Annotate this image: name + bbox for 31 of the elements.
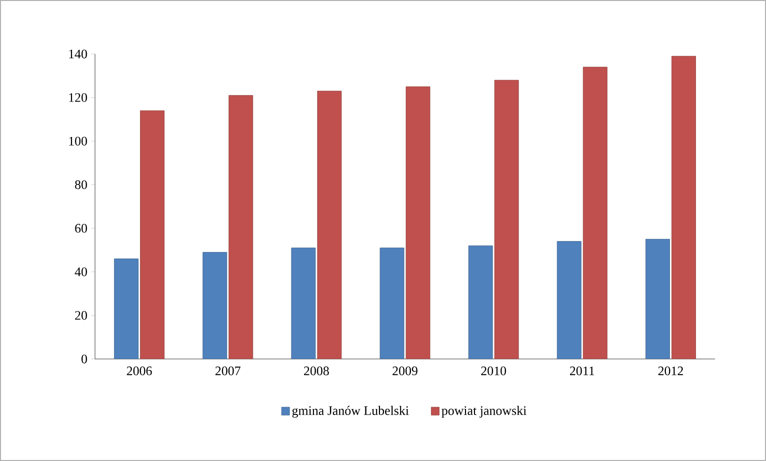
y-tick-label: 0: [82, 354, 87, 364]
bar: [494, 80, 519, 359]
y-tick-label: 40: [74, 267, 87, 276]
y-tick-label: 100: [69, 136, 87, 146]
bar: [406, 86, 430, 359]
bar: [228, 95, 254, 359]
x-tick-label: 2010: [481, 366, 506, 376]
bar: [672, 56, 696, 359]
legend-label: gmina Janów Lubelski: [292, 406, 409, 418]
y-tick-label: 60: [75, 224, 87, 233]
bar: [646, 238, 670, 359]
legend-label: powiat janowski: [442, 406, 526, 418]
y-tick-label: 20: [75, 311, 87, 320]
y-tick-label: 140: [69, 50, 87, 58]
x-tick-label: 2008: [304, 366, 329, 376]
bar: [468, 246, 493, 359]
x-tick-label: 2009: [392, 366, 418, 376]
x-tick-label: 2011: [570, 366, 594, 376]
x-tick-label: 2012: [658, 366, 683, 376]
x-tick-label: 2007: [215, 366, 240, 376]
bar: [582, 66, 608, 359]
y-tick-label: 80: [75, 180, 87, 190]
bar: [380, 248, 404, 359]
bar: [202, 252, 228, 359]
bar: [291, 248, 316, 359]
bar: [317, 90, 342, 359]
y-tick-label: 120: [69, 93, 87, 102]
bar: [114, 258, 138, 359]
x-tick-label: 2006: [126, 366, 152, 376]
bar: [140, 110, 164, 359]
bar: [556, 241, 582, 359]
